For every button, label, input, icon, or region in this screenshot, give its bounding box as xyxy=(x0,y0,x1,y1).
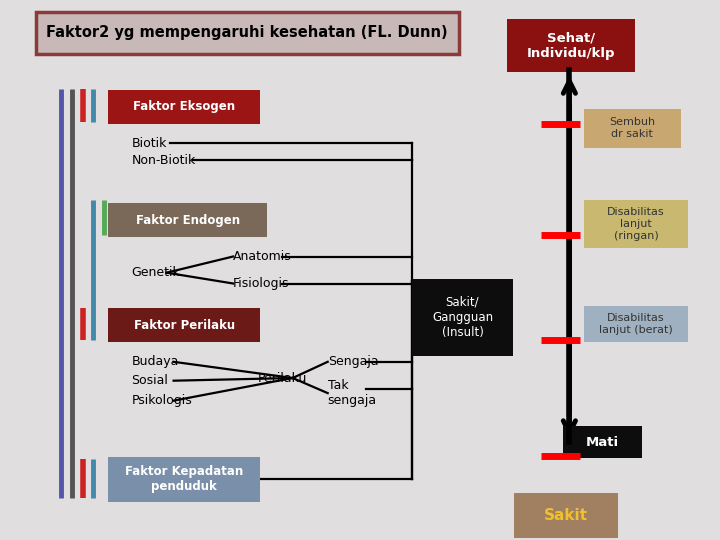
FancyBboxPatch shape xyxy=(563,426,642,458)
FancyBboxPatch shape xyxy=(108,203,267,237)
Text: Anatomis: Anatomis xyxy=(233,250,292,263)
Text: Biotik: Biotik xyxy=(132,137,167,150)
FancyBboxPatch shape xyxy=(514,493,618,538)
FancyBboxPatch shape xyxy=(584,306,688,342)
FancyBboxPatch shape xyxy=(108,308,261,342)
FancyBboxPatch shape xyxy=(584,109,681,148)
FancyBboxPatch shape xyxy=(35,12,459,54)
FancyBboxPatch shape xyxy=(108,90,261,124)
Text: Faktor2 yg mempengaruhi kesehatan (FL. Dunn): Faktor2 yg mempengaruhi kesehatan (FL. D… xyxy=(46,25,448,40)
Text: Tak
sengaja: Tak sengaja xyxy=(328,379,377,407)
Text: Faktor Endogen: Faktor Endogen xyxy=(135,213,240,227)
FancyBboxPatch shape xyxy=(108,457,261,502)
Text: Sehat/
Individu/klp: Sehat/ Individu/klp xyxy=(527,32,616,60)
Text: Sakit/
Gangguan
(Insult): Sakit/ Gangguan (Insult) xyxy=(432,296,493,339)
Text: Budaya: Budaya xyxy=(132,355,179,368)
Text: Faktor Eksogen: Faktor Eksogen xyxy=(133,100,235,113)
Text: Perilaku: Perilaku xyxy=(258,372,307,384)
Text: Disabilitas
lanjut (berat): Disabilitas lanjut (berat) xyxy=(599,313,672,335)
Text: Fisiologis: Fisiologis xyxy=(233,277,289,290)
Text: Sembuh
dr sakit: Sembuh dr sakit xyxy=(609,117,655,139)
Text: Genetik: Genetik xyxy=(132,266,180,279)
Text: Sakit: Sakit xyxy=(544,508,588,523)
Text: Non-Biotik: Non-Biotik xyxy=(132,154,196,167)
Text: Psikologis: Psikologis xyxy=(132,394,192,407)
Text: Faktor Kepadatan
penduduk: Faktor Kepadatan penduduk xyxy=(125,465,243,493)
FancyBboxPatch shape xyxy=(413,279,513,356)
Text: Sengaja: Sengaja xyxy=(328,355,378,368)
Text: Sosial: Sosial xyxy=(132,374,168,387)
FancyBboxPatch shape xyxy=(507,19,635,72)
Text: Mati: Mati xyxy=(586,436,619,449)
Text: Faktor Perilaku: Faktor Perilaku xyxy=(133,319,235,332)
FancyBboxPatch shape xyxy=(584,200,688,248)
Text: Disabilitas
lanjut
(ringan): Disabilitas lanjut (ringan) xyxy=(607,207,665,241)
